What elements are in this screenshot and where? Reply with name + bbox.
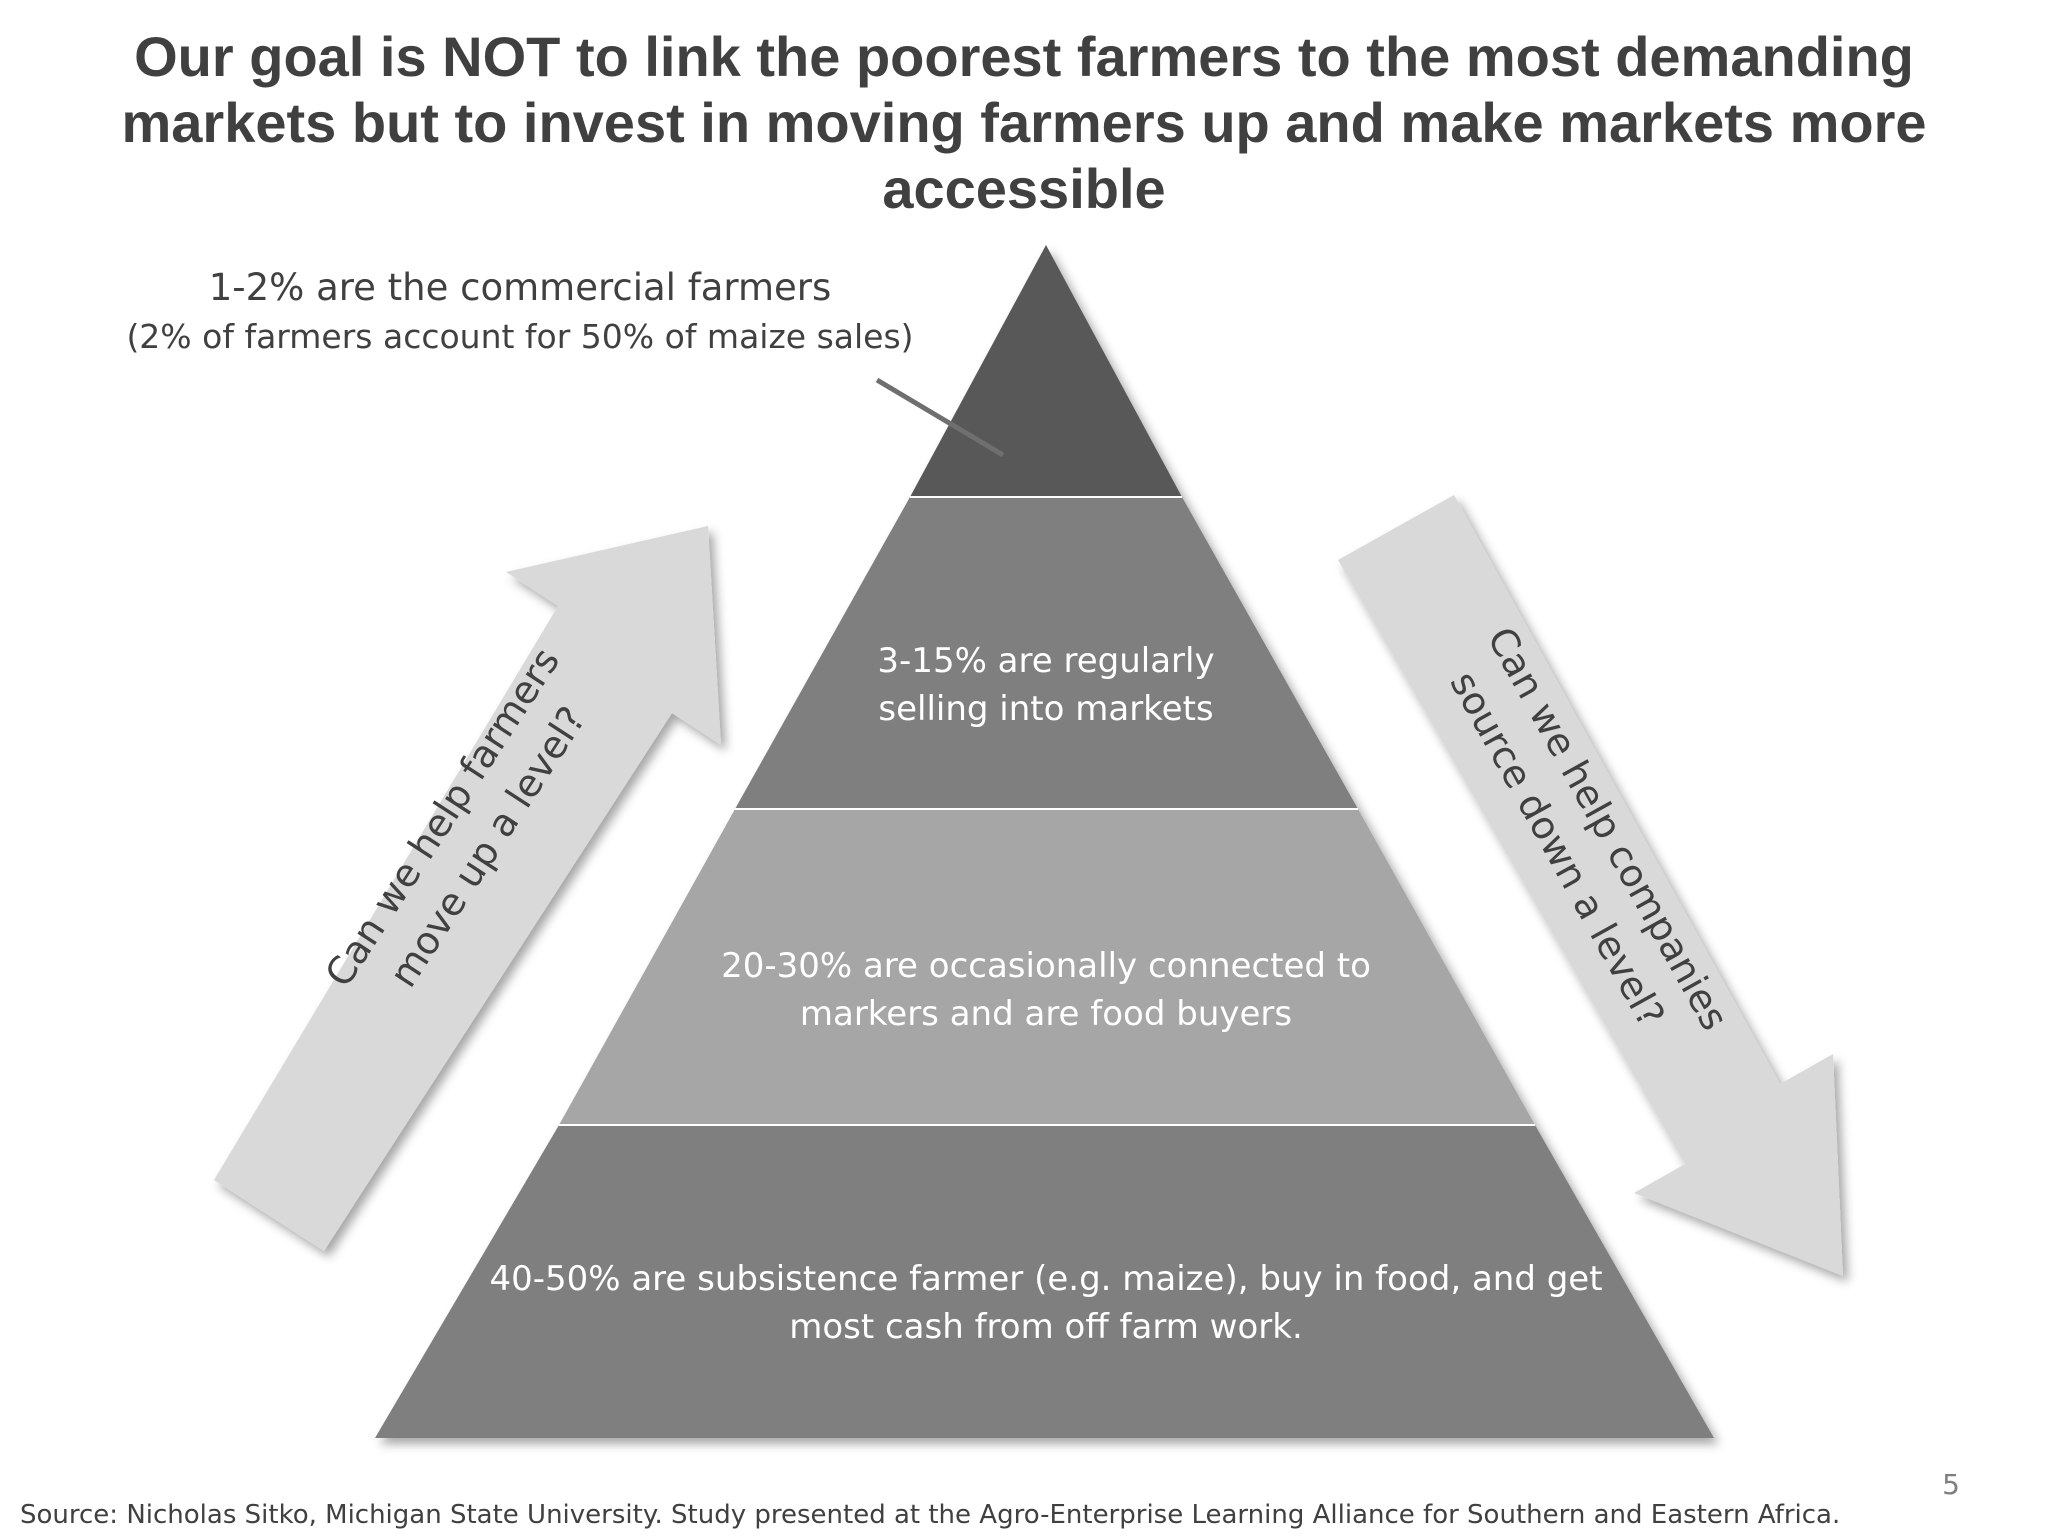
down-arrow-shape — [1338, 495, 1843, 1276]
tier-3-label: 20-30% are occasionally connected to mar… — [696, 942, 1396, 1038]
tier-bottom-label-line: 40-50% are subsistence farmer (e.g. maiz… — [489, 1259, 1603, 1299]
page-number: 5 — [1942, 1468, 1960, 1501]
source-citation: Source: Nicholas Sitko, Michigan State U… — [20, 1500, 1841, 1530]
pyramid-tier-top — [910, 245, 1182, 497]
tier-3-label-line: markers and are food buyers — [799, 994, 1293, 1034]
pyramid-tier-3 — [559, 809, 1535, 1125]
tier-2-label-line: selling into markets — [878, 689, 1214, 729]
tier-bottom-label: 40-50% are subsistence farmer (e.g. maiz… — [446, 1255, 1646, 1351]
pyramid-tier-2 — [735, 497, 1358, 809]
slide-title: Our goal is NOT to link the poorest farm… — [121, 25, 1927, 220]
callout-line-1: 1-2% are the commercial farmers — [208, 266, 832, 309]
tier-2-label-line: 3-15% are regularly — [877, 641, 1215, 681]
tier-bottom-label-line: most cash from off farm work. — [789, 1307, 1303, 1347]
callout-leader-line — [875, 377, 1005, 458]
up-arrow-shape — [214, 526, 721, 1251]
pyramid-tier-bottom — [375, 1125, 1714, 1438]
callout-line-2: (2% of farmers account for 50% of maize … — [126, 317, 914, 356]
tier-2-label: 3-15% are regularly selling into markets — [846, 637, 1246, 733]
commercial-farmers-callout: 1-2% are the commercial farmers (2% of f… — [120, 262, 920, 360]
tier-3-label-line: 20-30% are occasionally connected to — [721, 946, 1371, 986]
